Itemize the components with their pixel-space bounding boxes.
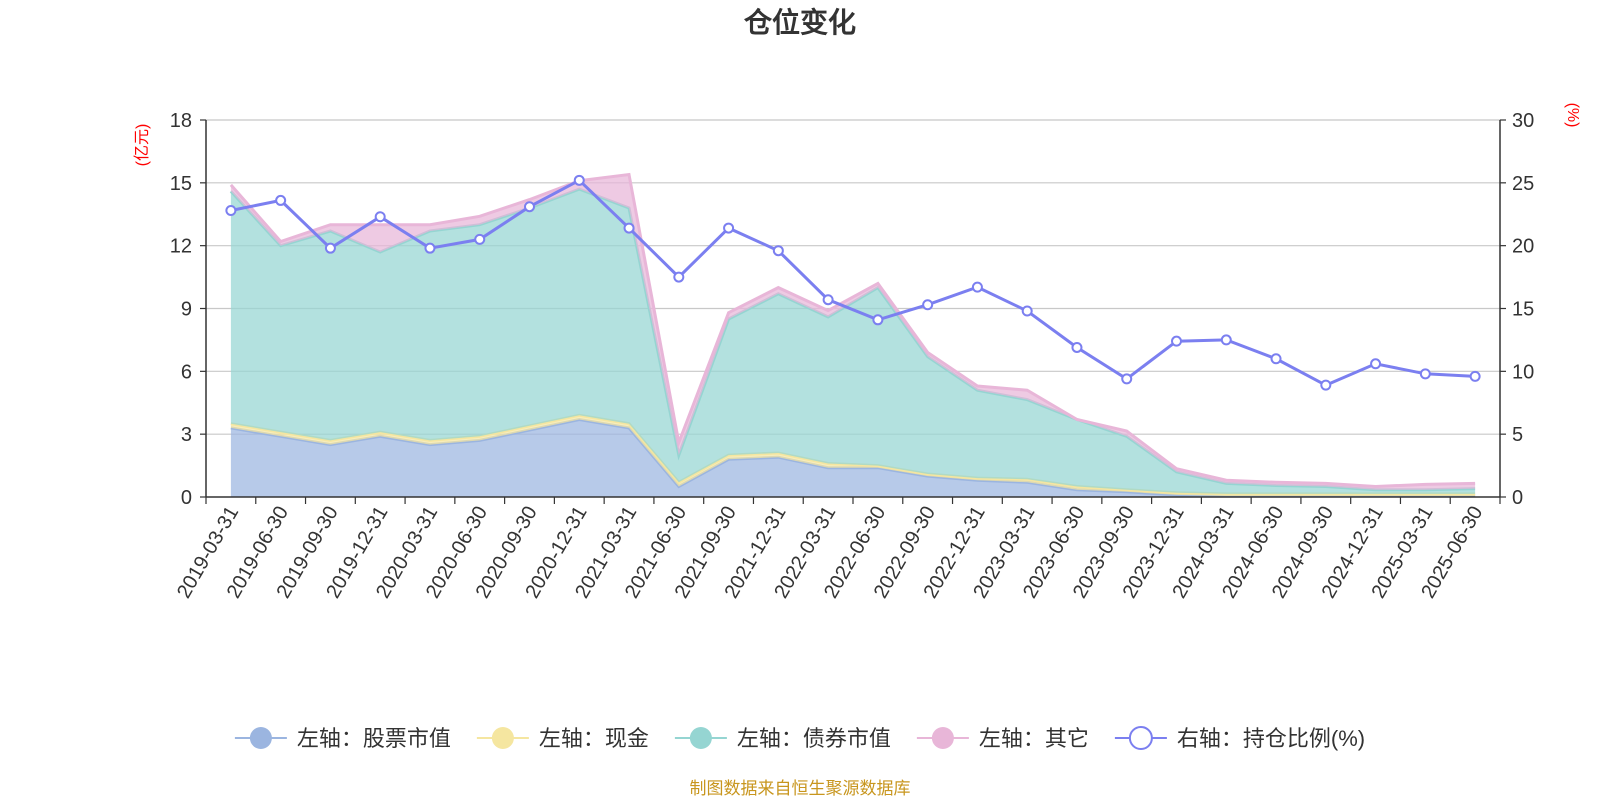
legend-label: 左轴：股票市值 — [297, 726, 451, 751]
legend-label: 右轴：持仓比例(%) — [1177, 726, 1365, 751]
left-tick-label: 12 — [170, 236, 192, 258]
line-point — [1370, 358, 1382, 370]
legend-dot — [1128, 726, 1153, 750]
line-point — [772, 245, 784, 257]
line-point — [374, 211, 386, 223]
area-series-2 — [230, 189, 1476, 494]
line-point — [424, 242, 436, 254]
left-tick-label: 6 — [181, 361, 192, 383]
line-point — [971, 281, 983, 293]
line-point — [1469, 370, 1481, 382]
line-point — [1071, 341, 1083, 353]
line-point — [872, 314, 884, 326]
line-point — [324, 242, 336, 254]
legend-label: 左轴：债券市值 — [737, 726, 891, 751]
left-tick-label: 0 — [181, 487, 192, 509]
left-tick-label: 3 — [181, 424, 192, 446]
line-point — [1021, 305, 1033, 317]
line-path — [230, 178, 1476, 387]
line-point — [1220, 334, 1232, 346]
legend-dot — [931, 727, 954, 749]
right-tick-label: 25 — [1512, 173, 1534, 195]
line-point — [275, 194, 287, 206]
right-tick-label: 20 — [1512, 236, 1534, 258]
source-note: 制图数据来自恒生聚源数据库 — [690, 779, 911, 798]
legend-label: 左轴：现金 — [539, 726, 649, 751]
line-point — [822, 294, 834, 306]
line-point — [723, 222, 735, 234]
line-point — [573, 174, 585, 186]
line-point — [1270, 353, 1282, 365]
line-point — [225, 204, 237, 216]
right-tick-label: 5 — [1512, 424, 1523, 446]
legend[interactable]: 左轴：股票市值 左轴：现金 左轴：债券市值 左轴：其它 右轴：持仓比例(%) — [234, 726, 1365, 751]
legend-item-1[interactable]: 左轴：现金 — [476, 726, 649, 751]
left-axis-unit: (亿元) — [133, 124, 151, 167]
left-tick-label: 9 — [181, 299, 192, 321]
legend-item-2[interactable]: 左轴：债券市值 — [674, 726, 891, 751]
line-point — [1171, 335, 1182, 347]
line-point — [673, 271, 685, 283]
legend-dot — [491, 727, 514, 749]
legend-item-0[interactable]: 左轴：股票市值 — [234, 726, 451, 751]
left-tick-label: 15 — [170, 173, 192, 195]
line-point — [524, 201, 535, 213]
area-series-0 — [230, 419, 1476, 497]
area-edge-3 — [229, 172, 1476, 489]
holding-ratio-line — [225, 174, 1481, 391]
line-point — [623, 222, 635, 234]
line-point — [922, 299, 934, 311]
line-point — [1121, 373, 1133, 385]
line-point — [1419, 368, 1431, 380]
legend-dot — [249, 727, 272, 749]
legend-label: 左轴：其它 — [979, 726, 1089, 751]
right-tick-label: 0 — [1512, 487, 1523, 509]
legend-item-4[interactable]: 右轴：持仓比例(%) — [1114, 726, 1365, 751]
right-axis-unit: (%) — [1564, 103, 1581, 128]
legend-item-3[interactable]: 左轴：其它 — [916, 726, 1089, 751]
chart-title: 仓位变化 — [744, 6, 856, 38]
right-tick-label: 30 — [1512, 110, 1534, 132]
right-tick-label: 10 — [1512, 361, 1534, 383]
stacked-areas — [229, 172, 1476, 498]
line-point — [474, 233, 486, 245]
legend-dot — [689, 727, 712, 749]
line-point — [1320, 379, 1332, 391]
right-tick-label: 15 — [1512, 299, 1534, 321]
left-tick-label: 18 — [170, 110, 192, 132]
